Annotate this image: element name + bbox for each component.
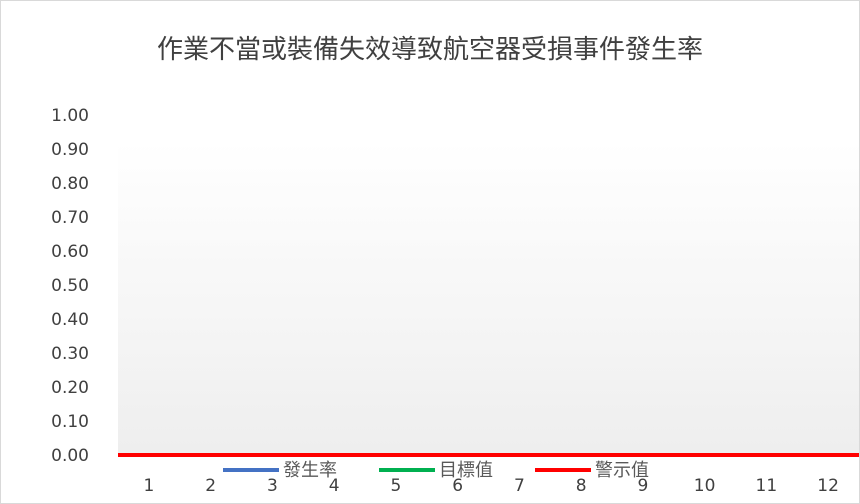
y-tick-label: 0.20 bbox=[51, 378, 89, 398]
x-tick-label: 12 bbox=[817, 476, 839, 496]
y-tick-label: 0.10 bbox=[51, 412, 89, 432]
x-tick-label: 10 bbox=[694, 476, 716, 496]
chart-title: 作業不當或裝備失效導致航空器受損事件發生率 bbox=[156, 35, 703, 65]
legend: 發生率 目標值 警示值 bbox=[223, 460, 649, 481]
plot-area bbox=[118, 141, 859, 455]
y-tick-label: 0.70 bbox=[51, 208, 89, 228]
x-tick-label: 8 bbox=[576, 476, 587, 496]
legend-label: 目標值 bbox=[439, 460, 493, 481]
x-tick-label: 1 bbox=[143, 476, 154, 496]
y-tick-label: 0.50 bbox=[51, 276, 89, 296]
x-tick-label: 11 bbox=[756, 476, 778, 496]
legend-label: 發生率 bbox=[283, 460, 337, 481]
y-tick-label: 0.30 bbox=[51, 344, 89, 364]
y-tick-label: 0.60 bbox=[51, 242, 89, 262]
x-tick-label: 5 bbox=[390, 476, 401, 496]
y-tick-label: 0.80 bbox=[51, 174, 89, 194]
y-tick-label: 1.00 bbox=[51, 106, 89, 126]
legend-label: 警示值 bbox=[595, 460, 649, 481]
x-tick-label: 4 bbox=[329, 476, 340, 496]
x-tick-label: 7 bbox=[514, 476, 525, 496]
y-axis: 0.00 0.10 0.20 0.30 0.40 0.50 0.60 0.70 0.80 0.90… bbox=[51, 106, 89, 466]
y-tick-label: 0.00 bbox=[51, 446, 89, 466]
y-tick-label: 0.90 bbox=[51, 140, 89, 160]
y-tick-label: 0.40 bbox=[51, 310, 89, 330]
x-tick-label: 9 bbox=[637, 476, 648, 496]
x-axis: 1 2 3 4 5 6 7 8 9 10 11 12 bbox=[143, 476, 838, 496]
x-tick-label: 3 bbox=[267, 476, 278, 496]
x-tick-label: 2 bbox=[205, 476, 216, 496]
x-tick-label: 6 bbox=[452, 476, 463, 496]
